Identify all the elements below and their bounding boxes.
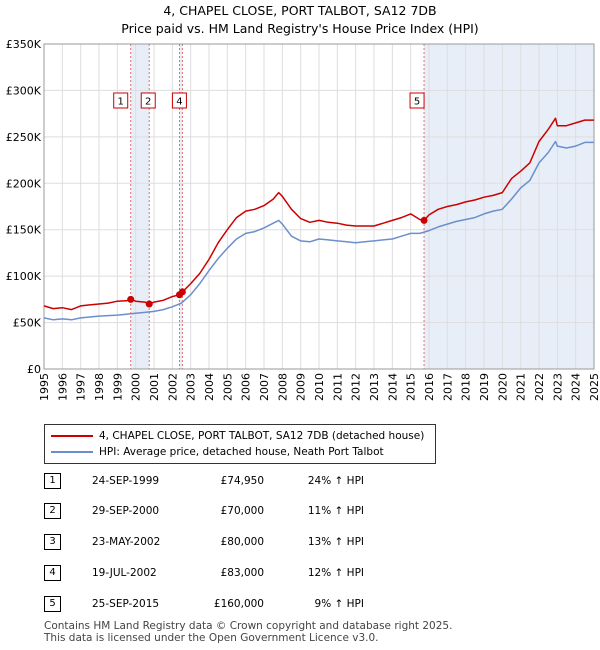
- sale-marker-box-label: 4: [176, 97, 182, 108]
- sale-marker-box: 1: [113, 92, 129, 109]
- y-tick-label: £100K: [6, 270, 42, 283]
- sale-marker-box-frame: [171, 92, 187, 109]
- x-tick-label: 2007: [258, 373, 271, 401]
- sale-price: £74,950: [220, 475, 264, 487]
- x-tick-label: 2005: [221, 373, 234, 401]
- x-tick-label: 2009: [295, 373, 308, 401]
- sale-hpi-diff: 12% ↑ HPI: [307, 567, 364, 579]
- y-tick-label: £350K: [6, 38, 42, 51]
- x-tick-label: 2018: [460, 373, 473, 401]
- x-tick-label: 2002: [166, 373, 179, 401]
- sale-number-badge: 5: [44, 596, 61, 612]
- x-tick-label: 1999: [111, 373, 124, 401]
- sale-date: 29-SEP-2000: [92, 505, 160, 517]
- x-tick-label: 2020: [496, 373, 509, 401]
- x-tick-label: 2004: [203, 373, 216, 401]
- sale-hpi-diff: 9% ↑ HPI: [314, 598, 364, 610]
- sale-marker-box-frame: [409, 92, 425, 109]
- footer-notice: Contains HM Land Registry data © Crown c…: [44, 620, 452, 644]
- sale-marker-box-frame: [113, 92, 129, 109]
- y-tick-label: £0: [27, 363, 41, 376]
- legend-label-property: 4, CHAPEL CLOSE, PORT TALBOT, SA12 7DB (…: [99, 430, 425, 442]
- x-tick-label: 2022: [533, 373, 546, 401]
- sale-hpi-diff: 11% ↑ HPI: [307, 505, 364, 517]
- legend-label-hpi: HPI: Average price, detached house, Neat…: [99, 446, 384, 458]
- x-tick-label: 2000: [130, 373, 143, 401]
- sale-number-badge: 2: [44, 503, 61, 519]
- x-tick-label: 2003: [185, 373, 198, 401]
- x-tick-label: 2012: [350, 373, 363, 401]
- y-tick-label: £300K: [6, 84, 42, 97]
- series-line-property: [43, 117, 594, 311]
- sale-point: [145, 300, 153, 308]
- legend-swatch-property: [51, 435, 93, 437]
- shaded-period: [424, 44, 594, 369]
- x-tick-label: 2015: [405, 373, 418, 401]
- x-tick-label: 1997: [75, 373, 88, 401]
- sale-date: 24-SEP-1999: [92, 475, 160, 487]
- sale-row: 2 29-SEP-2000 £70,000 11% ↑ HPI: [44, 502, 464, 520]
- sale-hpi-diff: 13% ↑ HPI: [307, 536, 364, 548]
- sale-number-badge: 3: [44, 534, 61, 550]
- plot-frame: [43, 43, 595, 370]
- chart-legend: 4, CHAPEL CLOSE, PORT TALBOT, SA12 7DB (…: [44, 424, 436, 464]
- sale-number-badge: 1: [44, 473, 61, 489]
- x-tick-label: 1998: [93, 373, 106, 401]
- x-tick-label: 2014: [386, 373, 399, 401]
- sale-row: 5 25-SEP-2015 £160,000 9% ↑ HPI: [44, 595, 464, 613]
- sale-row: 1 24-SEP-1999 £74,950 24% ↑ HPI: [44, 472, 464, 490]
- footer-line1: Contains HM Land Registry data © Crown c…: [44, 620, 453, 632]
- sale-marker-box-label: 5: [414, 97, 420, 108]
- x-tick-label: 2008: [276, 373, 289, 401]
- chart-title-line2: Price paid vs. HM Land Registry's House …: [121, 21, 479, 36]
- sale-marker-box: 5: [409, 92, 425, 109]
- chart-title-line1: 4, CHAPEL CLOSE, PORT TALBOT, SA12 7DB: [163, 3, 437, 18]
- sale-marker-box: 4: [171, 92, 187, 109]
- shaded-period: [179, 44, 183, 369]
- legend-item-hpi: HPI: Average price, detached house, Neat…: [51, 444, 384, 460]
- sale-price: £160,000: [213, 598, 264, 610]
- series-line-hpi: [43, 140, 594, 321]
- sale-date: 25-SEP-2015: [92, 598, 160, 610]
- sale-marker-box: 2: [140, 92, 156, 109]
- x-tick-label: 2013: [368, 373, 381, 401]
- sale-marker-box-frame: [140, 92, 156, 109]
- sale-number-badge: 4: [44, 565, 61, 581]
- y-tick-label: £150K: [6, 224, 42, 237]
- x-tick-label: 2023: [551, 373, 564, 401]
- y-tick-label: £50K: [13, 317, 42, 330]
- y-tick-label: £200K: [6, 177, 42, 190]
- sale-row: 4 19-JUL-2002 £83,000 12% ↑ HPI: [44, 564, 464, 582]
- sale-marker-box-label: 2: [145, 97, 151, 108]
- y-tick-label: £250K: [6, 131, 42, 144]
- x-tick-label: 2016: [423, 373, 436, 401]
- x-tick-label: 1995: [38, 373, 51, 401]
- x-tick-label: 2010: [313, 373, 326, 401]
- legend-item-property: 4, CHAPEL CLOSE, PORT TALBOT, SA12 7DB (…: [51, 428, 424, 444]
- x-tick-label: 2024: [570, 373, 583, 401]
- x-tick-label: 2006: [240, 373, 253, 401]
- sale-price: £70,000: [220, 505, 264, 517]
- x-tick-label: 2021: [515, 373, 528, 401]
- x-tick-label: 1996: [56, 373, 69, 401]
- sale-marker-box-label: 1: [118, 97, 124, 108]
- x-tick-label: 2017: [441, 373, 454, 401]
- sale-price: £83,000: [220, 567, 264, 579]
- chart-title: 4, CHAPEL CLOSE, PORT TALBOT, SA12 7DB P…: [0, 2, 600, 38]
- price-chart: £0 £50K £100K £150K £200K £250K £300K £350K 1995…: [6, 38, 600, 401]
- sale-point: [420, 216, 428, 224]
- sale-hpi-diff: 24% ↑ HPI: [307, 475, 364, 487]
- sale-point: [178, 288, 186, 296]
- sale-row: 3 23-MAY-2002 £80,000 13% ↑ HPI: [44, 533, 464, 551]
- sale-price: £80,000: [220, 536, 264, 548]
- x-tick-label: 2025: [588, 373, 600, 401]
- legend-swatch-hpi: [51, 451, 93, 453]
- x-tick-label: 2011: [331, 373, 344, 401]
- x-tick-label: 2019: [478, 373, 491, 401]
- footer-line2: This data is licensed under the Open Gov…: [44, 632, 379, 644]
- sale-date: 23-MAY-2002: [92, 536, 161, 548]
- sale-point: [127, 295, 135, 303]
- x-tick-label: 2001: [148, 373, 161, 401]
- sale-date: 19-JUL-2002: [92, 567, 157, 579]
